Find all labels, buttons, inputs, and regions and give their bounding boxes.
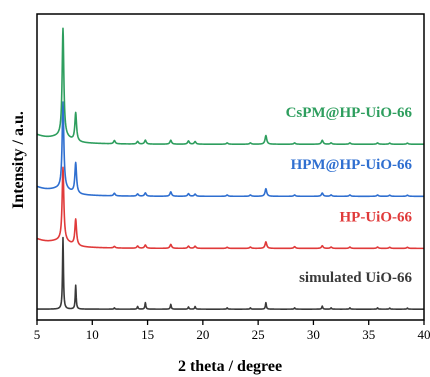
series-label: simulated UiO-66 — [299, 270, 412, 286]
series-label: CsPM@HP-UiO-66 — [286, 105, 413, 121]
series-line — [36, 27, 425, 145]
series-label: HP-UiO-66 — [340, 209, 413, 225]
x-tick-label: 25 — [252, 327, 265, 342]
series-label: HPM@HP-UiO-66 — [291, 157, 413, 173]
x-tick-label: 20 — [196, 327, 209, 342]
series-label-layer: simulated UiO-66 HP-UiO-66 HPM@HP-UiO-66 Cs… — [286, 105, 413, 286]
x-axis-title: 2 theta / degree — [178, 358, 282, 375]
x-tick-label: 10 — [86, 327, 99, 342]
x-tick-label: 40 — [418, 327, 430, 342]
x-tick-label: 5 — [34, 327, 41, 342]
plot-frame — [36, 13, 425, 321]
series-layer — [36, 27, 425, 310]
series-line — [36, 166, 425, 250]
x-tick-label: 35 — [362, 327, 375, 342]
tick-layer: 5 10 15 20 25 30 35 40 — [34, 320, 430, 342]
y-axis-title: Intensity / a.u. — [10, 111, 27, 209]
series-line — [36, 101, 425, 198]
x-tick-label: 30 — [307, 327, 320, 342]
x-tick-label: 15 — [141, 327, 154, 342]
series-line — [36, 236, 425, 310]
